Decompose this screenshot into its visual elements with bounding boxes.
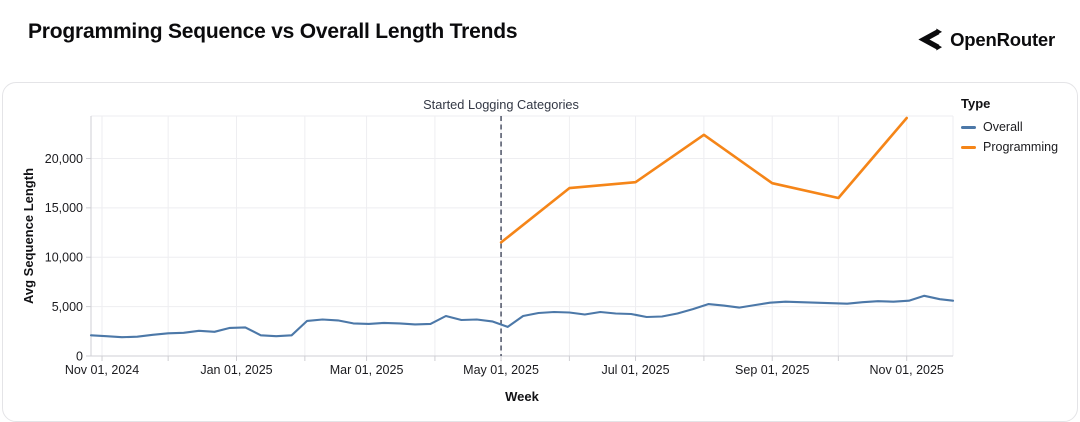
y-tick-label: 5,000	[52, 300, 83, 314]
legend-label: Programming	[983, 140, 1059, 154]
legend-title: Type	[961, 96, 991, 111]
y-tick-label: 20,000	[45, 152, 83, 166]
y-tick-label: 15,000	[45, 201, 83, 215]
series-line-programming	[499, 116, 909, 244]
brand-lockup: OpenRouter	[915, 26, 1055, 53]
x-tick-label: Jan 01, 2025	[200, 363, 272, 377]
line-chart: Nov 01, 2024 Jan 01, 2025 Mar 01, 2025 May …	[21, 97, 955, 404]
legend-item: Programming	[961, 140, 1058, 154]
legend-swatch	[961, 125, 976, 129]
x-tick-label: Sep 01, 2025	[735, 363, 809, 377]
series-line-overall	[89, 294, 955, 339]
page-title: Programming Sequence vs Overall Length T…	[28, 20, 518, 43]
y-tick-label: 0	[76, 349, 83, 363]
chart-legend: Type Overall Programming	[961, 96, 1058, 160]
x-axis-title: Week	[505, 389, 539, 404]
x-tick-label: Nov 01, 2025	[870, 363, 944, 377]
brand-name: OpenRouter	[950, 28, 1055, 50]
y-tick-label: 10,000	[45, 251, 83, 265]
legend-label: Overall	[983, 120, 1023, 134]
chart-card: Nov 01, 2024 Jan 01, 2025 Mar 01, 2025 May …	[2, 82, 1078, 422]
openrouter-logo-icon	[915, 26, 943, 53]
x-tick-label: Nov 01, 2024	[65, 363, 139, 377]
legend-swatch	[961, 145, 976, 149]
x-tick-label: Mar 01, 2025	[330, 363, 404, 377]
x-tick-label: May 01, 2025	[463, 363, 539, 377]
legend-item: Overall	[961, 120, 1058, 134]
y-axis-title: Avg Sequence Length	[21, 168, 36, 304]
annotation-label: Started Logging Categories	[423, 97, 579, 112]
chart-page: Programming Sequence vs Overall Length T…	[2, 20, 1078, 422]
x-tick-label: Jul 01, 2025	[601, 363, 669, 377]
